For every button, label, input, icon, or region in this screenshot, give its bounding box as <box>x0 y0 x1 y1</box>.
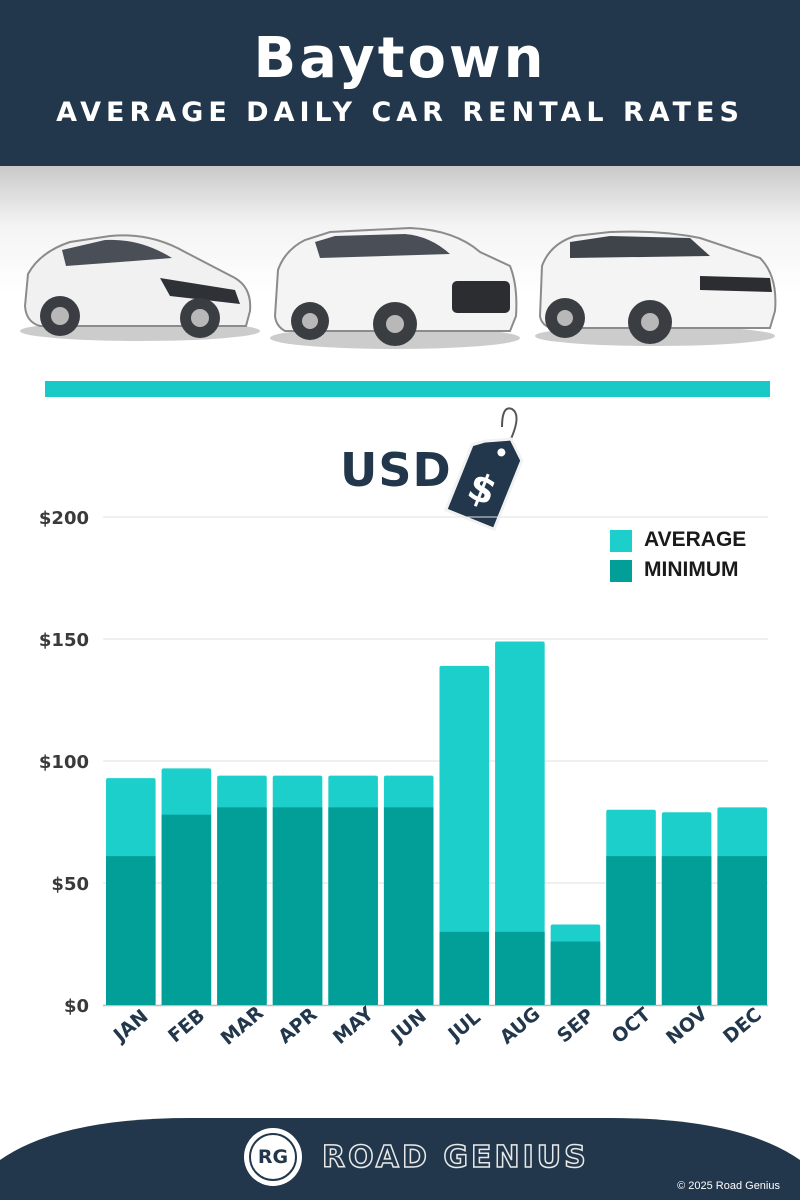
luxury-suv-car-image <box>535 230 777 346</box>
brand-name: ROAD GENIUS <box>321 1139 589 1176</box>
legend-swatch-average <box>610 530 632 552</box>
footer-background <box>0 1118 800 1200</box>
hatchback-car-image <box>20 234 260 341</box>
x-tick-label: SEP <box>553 1004 598 1047</box>
bar-minimum-jan <box>106 856 156 1005</box>
currency-label: USD <box>340 443 452 497</box>
x-tick-label: DEC <box>719 1004 766 1048</box>
bar-minimum-oct <box>606 856 656 1005</box>
legend-label-minimum: MINIMUM <box>644 558 739 581</box>
logo-initials: RG <box>249 1133 297 1181</box>
x-tick-label: NOV <box>662 1002 712 1049</box>
y-tick-label: $150 <box>39 630 89 651</box>
bar-minimum-jul <box>439 931 490 1005</box>
bar-minimum-aug <box>495 931 545 1005</box>
bar-minimum-mar <box>217 807 267 1005</box>
chart-grid <box>103 516 768 1007</box>
bar-minimum-jun <box>383 807 434 1005</box>
suv-car-image <box>270 226 520 349</box>
chart-bars <box>106 641 767 1005</box>
bar-minimum-feb <box>161 814 212 1005</box>
road-genius-logo-icon: RG <box>244 1128 302 1186</box>
page-subtitle: AVERAGE DAILY CAR RENTAL RATES <box>56 97 744 128</box>
price-tag-icon: $ <box>443 407 524 532</box>
x-tick-label: OCT <box>608 1004 655 1049</box>
bar-minimum-may <box>328 807 378 1005</box>
bar-average-aug <box>495 641 545 1005</box>
y-tick-label: $100 <box>39 752 89 773</box>
legend-label-average: AVERAGE <box>644 528 747 551</box>
page-title: Baytown <box>253 26 547 91</box>
x-tick-label: FEB <box>164 1004 209 1047</box>
y-axis-ticks: $0 $50 $100 $150 $200 <box>39 508 89 1017</box>
bar-average-jul <box>439 665 490 1005</box>
x-tick-label: JUL <box>443 1006 485 1046</box>
x-tick-label: APR <box>274 1003 322 1048</box>
rental-rates-chart: $0 $50 $100 $150 $200 JAN FEB MAR APR MAY JUN JUL A… <box>39 508 768 1050</box>
cars-banner <box>0 166 800 380</box>
x-axis-ticks: JAN FEB MAR APR MAY JUN JUL AUG SEP OCT NOV DEC <box>108 1002 766 1050</box>
legend-swatch-minimum <box>610 560 632 582</box>
x-tick-label: AUG <box>496 1003 545 1049</box>
x-tick-label: MAR <box>217 1002 268 1050</box>
copyright-text: © 2025 Road Genius <box>677 1180 780 1192</box>
bar-minimum-nov <box>661 856 712 1005</box>
y-tick-label: $0 <box>64 996 89 1017</box>
cars-illustration <box>20 226 777 349</box>
section-divider <box>45 381 770 397</box>
header: Baytown AVERAGE DAILY CAR RENTAL RATES <box>0 0 800 166</box>
bar-minimum-dec <box>717 856 767 1005</box>
x-tick-label: JAN <box>108 1005 153 1047</box>
y-tick-label: $200 <box>39 508 89 529</box>
x-tick-label: MAY <box>329 1003 378 1049</box>
y-tick-label: $50 <box>51 874 89 895</box>
bar-minimum-apr <box>272 807 323 1005</box>
x-tick-label: JUN <box>386 1005 431 1048</box>
bar-minimum-sep <box>550 941 601 1005</box>
